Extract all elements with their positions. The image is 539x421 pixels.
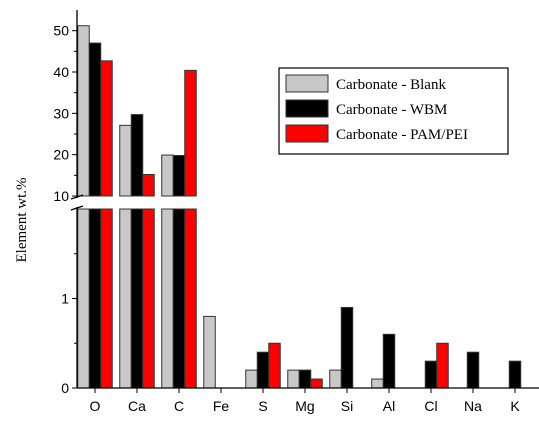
y-tick-label: 50 (53, 23, 69, 39)
bar-lower-segment (184, 208, 197, 389)
bar-segment (268, 342, 281, 389)
bar-segment (329, 369, 342, 389)
axis-break-mark (70, 205, 84, 211)
bar-segment (298, 369, 312, 389)
y-axis-label: Element wt.% (14, 178, 30, 263)
y-tick-label: 1 (61, 291, 69, 307)
bar-lower-segment (119, 208, 132, 389)
bar-segment (508, 360, 522, 389)
x-tick-label: Al (383, 398, 395, 414)
bar-Si-1 (340, 306, 354, 389)
x-tick-label: Mg (295, 398, 314, 414)
legend-label: Carbonate - Blank (336, 77, 446, 93)
x-tick-label: S (258, 398, 267, 414)
bar-lower-segment (88, 208, 102, 389)
bar-segment (436, 342, 449, 389)
bar-Cl-1 (424, 360, 438, 389)
x-tick-label: Fe (213, 398, 230, 414)
legend-label: Carbonate - WBM (336, 102, 447, 118)
bar-segment (310, 378, 323, 389)
bar-upper-segment (77, 25, 90, 197)
bar-Mg-0 (287, 369, 300, 389)
bar-segment (340, 306, 354, 389)
legend-label: Carbonate - PAM/PEI (336, 127, 468, 143)
bar-lower-segment (100, 208, 113, 389)
ticks-layer: O Ca C Fe S Mg Si Al Cl Na K 10 20 30 40 50 0 1 (53, 23, 520, 414)
x-tick-label: O (90, 398, 101, 414)
bar-Mg-2 (310, 378, 323, 389)
bar-Al-1 (382, 333, 396, 389)
y-tick-label: 30 (53, 105, 69, 121)
bar-segment (424, 360, 438, 389)
bar-S-1 (256, 351, 270, 389)
legend-swatch (285, 99, 329, 118)
y-tick-label: 0 (61, 380, 69, 396)
bar-upper-segment (100, 60, 113, 197)
x-tick-label: K (510, 398, 520, 414)
x-tick-label: C (174, 398, 184, 414)
legend: Carbonate - Blank Carbonate - WBM Carbonat… (278, 67, 509, 155)
bar-upper-segment (130, 114, 144, 197)
bars-layer (77, 25, 522, 389)
bar-Ca-1 (130, 114, 144, 389)
bar-lower-segment (161, 208, 174, 389)
bar-segment (245, 369, 258, 389)
bar-Fe-0 (203, 315, 216, 389)
y-tick-label: 20 (53, 147, 69, 163)
axis-break-mark (70, 194, 84, 200)
bar-upper-segment (119, 124, 132, 197)
bar-lower-segment (77, 208, 90, 389)
bar-C-0 (161, 154, 174, 389)
axes-layer (70, 10, 539, 389)
bar-segment (203, 315, 216, 389)
bar-O-2 (100, 60, 113, 389)
x-tick-label: Na (464, 398, 482, 414)
bar-segment (466, 351, 480, 389)
bar-segment (382, 333, 396, 389)
x-tick-label: Ca (128, 398, 146, 414)
bar-Mg-1 (298, 369, 312, 389)
bar-upper-segment (142, 174, 155, 197)
bar-Ca-2 (142, 174, 155, 389)
bar-Na-1 (466, 351, 480, 389)
bar-C-1 (172, 154, 186, 389)
bar-segment (256, 351, 270, 389)
bar-upper-segment (88, 42, 102, 197)
bar-Al-0 (371, 378, 384, 389)
bar-Ca-0 (119, 124, 132, 389)
bar-S-2 (268, 342, 281, 389)
bar-upper-segment (172, 154, 186, 197)
y-tick-label: 40 (53, 64, 69, 80)
bar-S-0 (245, 369, 258, 389)
x-tick-label: Cl (424, 398, 437, 414)
bar-upper-segment (184, 69, 197, 197)
legend-swatch (285, 74, 329, 93)
bar-C-2 (184, 69, 197, 389)
bar-segment (287, 369, 300, 389)
bar-upper-segment (161, 154, 174, 197)
bar-Cl-2 (436, 342, 449, 389)
bar-Si-0 (329, 369, 342, 389)
y-tick-label: 10 (53, 188, 69, 204)
x-tick-label: Si (341, 398, 353, 414)
bar-K-1 (508, 360, 522, 389)
legend-swatch (285, 124, 329, 143)
bar-lower-segment (172, 208, 186, 389)
bar-O-1 (88, 42, 102, 389)
bar-lower-segment (130, 208, 144, 389)
bar-lower-segment (142, 208, 155, 389)
bar-segment (371, 378, 384, 389)
